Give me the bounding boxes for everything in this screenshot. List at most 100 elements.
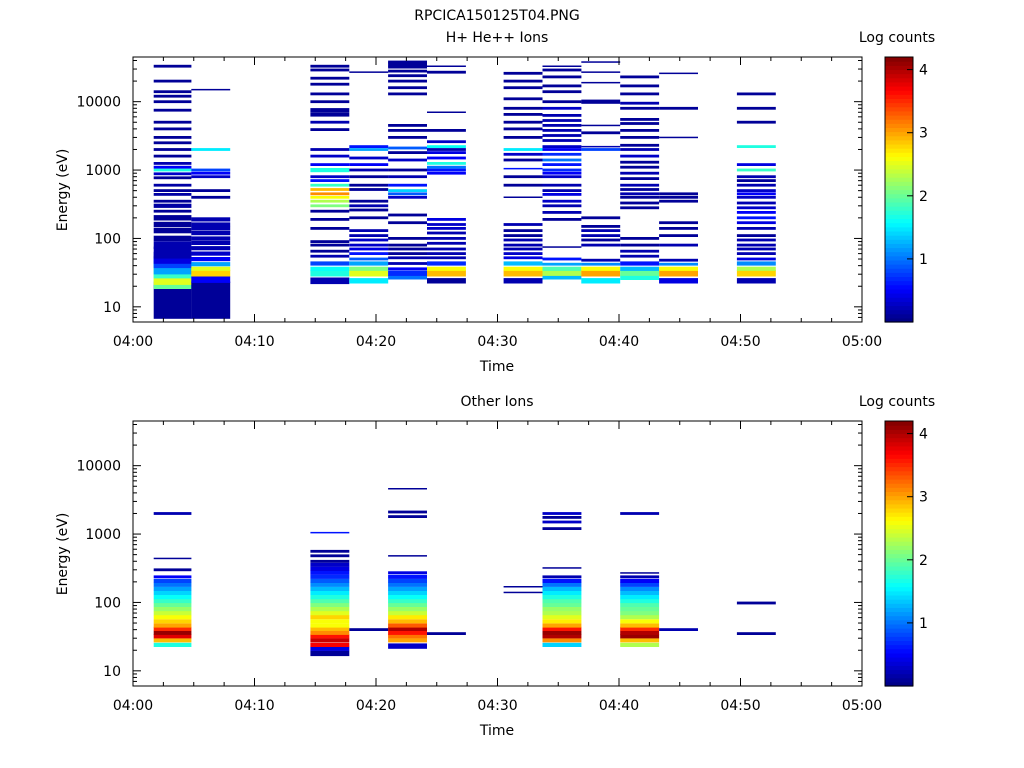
heatmap-cell — [427, 261, 466, 266]
heatmap-cell — [349, 199, 389, 203]
heatmap-cell — [310, 642, 350, 647]
heatmap-cell — [388, 595, 427, 600]
heatmap-cell — [542, 615, 582, 620]
heatmap-cell — [581, 124, 621, 127]
heatmap-cell — [388, 60, 427, 64]
y-axis-label: Energy (eV) — [55, 149, 71, 232]
heatmap-cell — [427, 227, 466, 230]
colorbar-swatch — [885, 433, 913, 439]
heatmap-cell — [581, 262, 621, 266]
heatmap-cell — [581, 81, 621, 84]
y-tick-label: 10 — [103, 300, 121, 316]
heatmap-cell — [542, 567, 582, 569]
heatmap-cell — [153, 199, 192, 203]
heatmap-cell — [581, 71, 621, 73]
heatmap-cell — [620, 266, 660, 271]
colorbar-swatch — [885, 280, 913, 286]
colorbar-swatch — [885, 181, 913, 186]
heatmap-cell — [349, 247, 389, 251]
heatmap-cell — [191, 236, 231, 241]
heatmap-cell — [349, 204, 389, 208]
heatmap-cell — [659, 628, 698, 631]
heatmap-cell — [581, 216, 621, 220]
colorbar-swatch — [885, 665, 913, 671]
heatmap-cell — [388, 175, 427, 179]
heatmap-cell — [427, 65, 466, 67]
heatmap-cell — [542, 106, 582, 110]
heatmap-cell — [542, 611, 582, 616]
heatmap-cell — [659, 269, 698, 277]
colorbar-swatch — [885, 507, 913, 513]
colorbar-tick-label: 4 — [919, 63, 928, 79]
heatmap-cell — [620, 261, 660, 266]
heatmap-cell — [153, 246, 192, 259]
heatmap-cell — [153, 79, 192, 83]
heatmap-cell — [542, 270, 582, 276]
heatmap-cell — [349, 188, 389, 191]
heatmap-cell — [388, 643, 427, 649]
heatmap-cell — [153, 100, 192, 104]
heatmap-cell — [388, 195, 427, 199]
colorbar-swatch — [885, 106, 913, 112]
heatmap-cell — [503, 223, 543, 226]
heatmap-cell — [427, 266, 466, 271]
colorbar-swatch — [885, 536, 913, 542]
colorbar-swatch — [885, 57, 913, 62]
heatmap-cell — [620, 274, 660, 280]
colorbar-swatch — [885, 673, 913, 679]
heatmap-cell — [310, 586, 350, 591]
heatmap-cell — [659, 227, 698, 230]
heatmap-cell — [427, 168, 466, 172]
heatmap-cell — [388, 168, 427, 172]
heatmap-cell — [620, 237, 660, 240]
colorbar-swatch — [885, 127, 913, 133]
heatmap-cell — [503, 127, 543, 131]
heatmap-cell — [191, 266, 231, 271]
colorbar-swatch — [885, 528, 913, 534]
plot-frame — [132, 420, 863, 687]
heatmap-cell — [388, 275, 427, 280]
heatmap-cell — [310, 108, 350, 113]
colorbar-label: Log counts — [859, 394, 935, 410]
y-tick-label: 100 — [94, 231, 121, 247]
heatmap-cell — [620, 154, 660, 158]
heatmap-cell — [310, 195, 350, 199]
heatmap-cell — [620, 243, 660, 247]
heatmap-cell — [581, 61, 621, 63]
colorbar-swatch — [885, 586, 913, 592]
heatmap-cell — [388, 221, 427, 225]
heatmap-cell — [736, 227, 776, 230]
heatmap-cell — [542, 124, 582, 127]
heatmap-cell — [620, 619, 660, 624]
heatmap-cell — [310, 638, 350, 643]
heatmap-cell — [542, 183, 582, 187]
heatmap-cell — [310, 175, 350, 179]
heatmap-cell — [736, 243, 776, 247]
heatmap-cell — [153, 630, 192, 635]
heatmap-cell — [388, 615, 427, 620]
x-tick-label: 04:20 — [356, 698, 396, 714]
heatmap-cell — [349, 278, 389, 284]
heatmap-cell — [388, 598, 427, 604]
heatmap-cell — [388, 189, 427, 192]
y-tick-label: 100 — [94, 595, 121, 611]
colorbar-swatch — [885, 235, 913, 240]
colorbar-swatch — [885, 313, 913, 319]
colorbar-swatch — [885, 156, 913, 162]
heatmap-cell — [581, 266, 621, 271]
colorbar-swatch — [885, 210, 913, 215]
heatmap-cell — [349, 163, 389, 166]
colorbar-swatch — [885, 168, 913, 174]
heatmap-cell — [153, 168, 192, 172]
heatmap-cell — [427, 278, 466, 284]
heatmap-cell — [581, 225, 621, 228]
colorbar-swatch — [885, 148, 913, 153]
heatmap-cell — [736, 252, 776, 255]
heatmap-cell — [153, 193, 192, 196]
heatmap-cell — [542, 582, 582, 587]
heatmap-cell — [310, 619, 350, 624]
colorbar-swatch — [885, 110, 913, 116]
heatmap-cell — [349, 216, 389, 220]
heatmap-cell — [388, 555, 427, 557]
colorbar-swatch — [885, 553, 913, 559]
